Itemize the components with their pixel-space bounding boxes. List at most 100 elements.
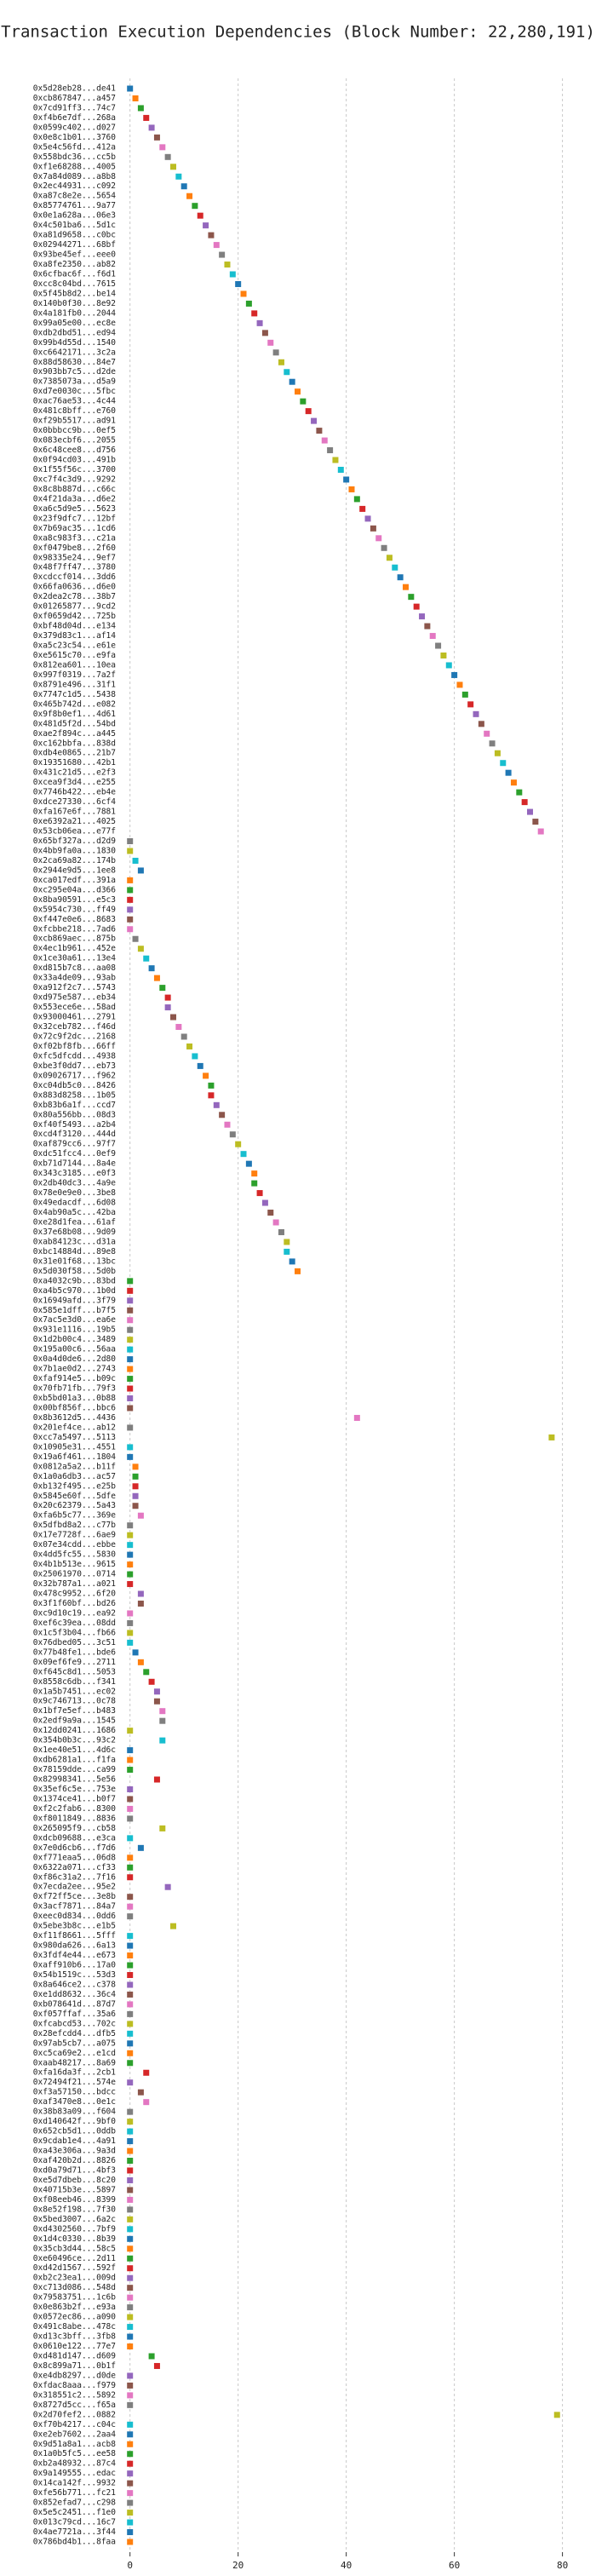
- dot: [132, 857, 139, 864]
- y-tick-label: 0xd42d1567...592f: [33, 2263, 116, 2273]
- dot: [127, 2167, 134, 2174]
- y-tick-label: 0x931e1116...19b5: [33, 1325, 116, 1335]
- y-tick-label: 0x2d70fef2...0882: [33, 2410, 116, 2419]
- y-tick-label: 0x8a646ce2...c378: [33, 1980, 117, 1989]
- dot: [132, 1463, 139, 1470]
- y-tick-label: 0x35cb3d44...58c5: [33, 2244, 116, 2253]
- dot: [192, 203, 198, 210]
- dot: [127, 2499, 134, 2506]
- y-tick-label: 0x98335e24...9ef7: [33, 553, 116, 562]
- y-tick-label: 0x16949afd...3f79: [33, 1296, 117, 1305]
- dot: [456, 681, 463, 688]
- dot: [127, 2431, 134, 2438]
- y-tick-label: 0x553ece6e...58ad: [33, 1003, 116, 1012]
- y-tick-label: 0x1a0b5fc5...ee58: [33, 2449, 117, 2458]
- y-tick-label: 0x4a181fb0...2044: [33, 308, 117, 318]
- y-tick-label: 0x66fa0636...d6e0: [33, 583, 117, 592]
- dot: [197, 1062, 203, 1069]
- dot: [127, 2128, 134, 2135]
- dot: [467, 701, 474, 708]
- dot: [127, 2519, 134, 2526]
- dot: [300, 398, 307, 405]
- y-tick-label: 0x0e1a628a...06e3: [33, 211, 116, 221]
- dot: [127, 2265, 134, 2272]
- dot: [278, 1228, 284, 1235]
- y-tick-label: 0x10905e31...4551: [33, 1442, 117, 1452]
- dot: [127, 916, 134, 923]
- y-tick-label: 0xcc7a5497...5113: [33, 1433, 116, 1442]
- y-tick-label: 0xcea9f3d4...e255: [33, 778, 116, 787]
- y-tick-label: 0xf0479be8...2f60: [33, 543, 117, 553]
- y-tick-label: 0x7ecda2ee...95e2: [33, 1883, 116, 1892]
- y-tick-label: 0x35ef6c5e...753e: [33, 1785, 117, 1794]
- y-tick-label: 0x12dd0241...1686: [33, 1726, 117, 1735]
- y-tick-label: 0x354b0b3c...93c2: [33, 1736, 116, 1745]
- dot: [127, 1913, 134, 1920]
- dot: [240, 290, 247, 297]
- dot: [127, 1356, 134, 1363]
- dot: [127, 2451, 134, 2458]
- y-tick-label: 0x343c3185...e0f3: [33, 1169, 116, 1178]
- dot: [153, 1688, 160, 1695]
- y-tick-label: 0x85774761...9a77: [33, 201, 116, 210]
- y-tick-label: 0xe1dd8632...36c4: [33, 1990, 117, 1999]
- dot: [521, 799, 528, 806]
- dot: [127, 1757, 134, 1763]
- dot: [127, 2372, 134, 2379]
- y-tick-label: 0xcb867847...a457: [33, 94, 116, 103]
- dot: [127, 2196, 134, 2203]
- dot: [343, 476, 350, 483]
- y-tick-label: 0xaf3470e8...0e1c: [33, 2097, 116, 2107]
- y-tick-label: 0xc6642171...3c2a: [33, 348, 116, 357]
- y-tick-label: 0xbf48d04d...e134: [33, 622, 117, 631]
- dot: [203, 1072, 209, 1079]
- dot: [127, 1581, 134, 1588]
- y-tick-label: 0x318551c2...5892: [33, 2390, 116, 2400]
- y-tick-label: 0xd7e0030c...5fbc: [33, 387, 116, 396]
- y-tick-label: 0x23f9dfc7...12bf: [33, 514, 116, 523]
- y-tick-label: 0x1d2b00c4...3489: [33, 1335, 117, 1344]
- dot: [127, 2294, 134, 2301]
- y-tick-label: 0x4ab90a5c...42ba: [33, 1208, 116, 1217]
- dot: [127, 838, 134, 845]
- dot: [127, 1542, 134, 1549]
- y-tick-label: 0x53cb06ea...e77f: [33, 827, 116, 837]
- y-tick-label: 0x465b742d...e082: [33, 699, 116, 709]
- dot: [208, 1082, 215, 1089]
- y-tick-label: 0xc713d086...548d: [33, 2283, 116, 2292]
- y-tick-label: 0xb83b6a1f...ccd7: [33, 1101, 116, 1110]
- y-tick-label: 0x4ec1b961...452e: [33, 944, 117, 953]
- dot: [484, 730, 490, 737]
- dot: [127, 2392, 134, 2399]
- dot: [224, 262, 231, 268]
- y-tick-label: 0xe28d1fea...61af: [33, 1217, 116, 1227]
- y-tick-label: 0xf2c2fab6...8300: [33, 1804, 117, 1814]
- dot: [169, 1923, 176, 1929]
- y-tick-label: 0xf771eaa5...06d8: [33, 1853, 117, 1862]
- dot: [267, 339, 274, 346]
- y-tick-label: 0x7a84d089...a8b8: [33, 172, 117, 181]
- dot: [251, 1170, 258, 1177]
- chart-title: Transaction Execution Dependencies (Bloc…: [1, 23, 595, 42]
- dot: [213, 242, 220, 249]
- y-tick-label: 0x93be45ef...eee0: [33, 250, 117, 260]
- dot: [208, 1092, 215, 1099]
- y-tick-label: 0x0e863b2f...e93a: [33, 2303, 116, 2312]
- dot: [261, 1199, 268, 1206]
- y-tick-label: 0xa4032c9b...83bd: [33, 1276, 116, 1285]
- dot: [127, 2285, 134, 2291]
- y-tick-label: 0x72494f21...574e: [33, 2078, 117, 2087]
- y-tick-label: 0x8791e496...31f1: [33, 680, 117, 689]
- dot: [132, 95, 139, 101]
- y-tick-label: 0x0572ec86...a090: [33, 2313, 117, 2322]
- y-tick-label: 0x99b4d55d...1540: [33, 338, 117, 348]
- dot: [148, 124, 155, 131]
- y-tick-label: 0x25061970...0714: [33, 1570, 117, 1579]
- y-tick-label: 0x88d58630...84e7: [33, 358, 116, 367]
- dot: [516, 789, 523, 796]
- y-tick-label: 0xe5d7dbeb...8c20: [33, 2176, 117, 2185]
- y-tick-label: 0xf0659d42...725b: [33, 612, 117, 621]
- dot: [364, 515, 371, 522]
- dot: [181, 1033, 187, 1040]
- y-tick-label: 0x481d5f2d...54bd: [33, 719, 116, 728]
